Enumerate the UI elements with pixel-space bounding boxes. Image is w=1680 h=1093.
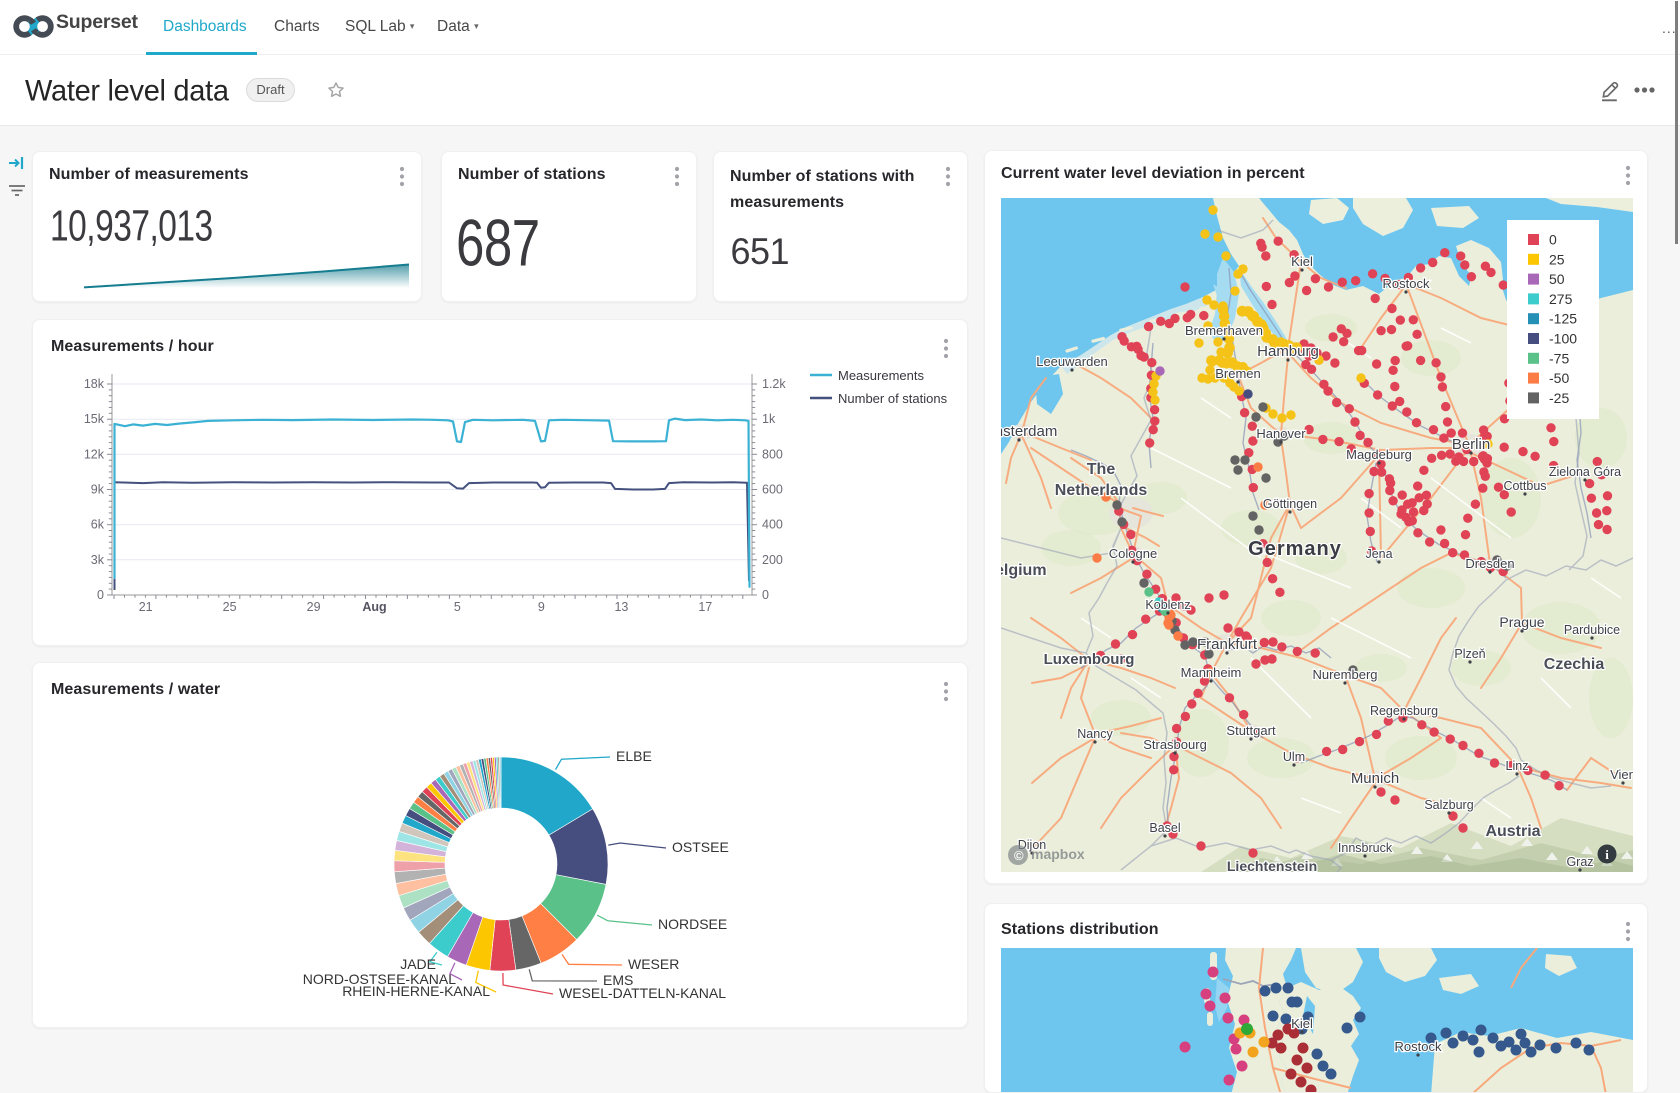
svg-text:Nuremberg: Nuremberg	[1312, 667, 1377, 682]
svg-text:Prague: Prague	[1499, 614, 1544, 630]
svg-text:Dresden: Dresden	[1465, 556, 1514, 571]
svg-text:Munich: Munich	[1351, 770, 1399, 787]
svg-text:Austria: Austria	[1485, 823, 1540, 840]
svg-text:Zielona Góra: Zielona Góra	[1549, 465, 1621, 479]
svg-text:Cologne: Cologne	[1109, 546, 1157, 561]
svg-text:25: 25	[223, 600, 237, 614]
svg-text:ELBE: ELBE	[616, 748, 652, 764]
svg-text:6k: 6k	[91, 518, 105, 532]
svg-text:Hamburg: Hamburg	[1257, 343, 1319, 360]
svg-text:Kiel: Kiel	[1291, 254, 1313, 269]
svg-text:15k: 15k	[84, 412, 105, 426]
svg-text:Linz: Linz	[1506, 759, 1529, 773]
svg-text:Koblenz: Koblenz	[1145, 598, 1190, 612]
svg-text:0: 0	[97, 588, 104, 602]
svg-text:Number of stations: Number of stations	[838, 391, 948, 406]
svg-text:Bremen: Bremen	[1215, 366, 1261, 381]
svg-text:Göttingen: Göttingen	[1263, 497, 1317, 511]
svg-text:Ulm: Ulm	[1283, 750, 1305, 764]
svg-text:-25: -25	[1549, 390, 1569, 406]
svg-text:12k: 12k	[84, 447, 105, 461]
svg-text:Liechtenstein: Liechtenstein	[1227, 858, 1317, 872]
svg-text:WESER: WESER	[628, 956, 679, 972]
svg-text:mapbox: mapbox	[1031, 846, 1085, 862]
svg-text:JADE: JADE	[400, 956, 436, 972]
svg-text:400: 400	[762, 518, 783, 532]
svg-text:Leeuwarden: Leeuwarden	[1036, 354, 1108, 369]
svg-text:Bremerhaven: Bremerhaven	[1185, 323, 1263, 338]
svg-text:Netherlands: Netherlands	[1055, 482, 1148, 499]
svg-text:9: 9	[538, 600, 545, 614]
svg-text:Regensburg: Regensburg	[1370, 704, 1438, 718]
svg-text:Belgium: Belgium	[1001, 562, 1047, 579]
svg-text:Strasbourg: Strasbourg	[1143, 737, 1207, 752]
svg-text:9k: 9k	[91, 483, 105, 497]
svg-text:Measurements: Measurements	[838, 368, 924, 383]
svg-text:i: i	[1605, 847, 1609, 862]
svg-text:Pardubice: Pardubice	[1564, 623, 1620, 637]
svg-text:0: 0	[762, 588, 769, 602]
svg-text:-75: -75	[1549, 350, 1569, 366]
svg-text:Salzburg: Salzburg	[1424, 798, 1473, 812]
svg-text:Nancy: Nancy	[1077, 727, 1113, 741]
svg-text:Stuttgart: Stuttgart	[1226, 723, 1276, 738]
svg-text:0: 0	[1549, 232, 1557, 248]
svg-text:-100: -100	[1549, 331, 1577, 347]
svg-text:NORD-OSTSEE-KANAL: NORD-OSTSEE-KANAL	[303, 971, 456, 987]
svg-text:25: 25	[1549, 251, 1565, 267]
svg-text:Mannheim: Mannheim	[1181, 665, 1242, 680]
svg-text:18k: 18k	[84, 377, 105, 391]
svg-text:Rostock: Rostock	[1383, 276, 1430, 291]
svg-text:Frankfurt: Frankfurt	[1197, 636, 1258, 653]
svg-text:13: 13	[614, 600, 628, 614]
svg-text:600: 600	[762, 483, 783, 497]
svg-text:OSTSEE: OSTSEE	[672, 839, 729, 855]
svg-text:-50: -50	[1549, 370, 1569, 386]
svg-text:Graz: Graz	[1566, 855, 1593, 869]
svg-text:©: ©	[1014, 848, 1024, 863]
svg-text:Jena: Jena	[1365, 547, 1392, 561]
svg-text:275: 275	[1549, 291, 1573, 307]
svg-text:Innsbruck: Innsbruck	[1338, 841, 1393, 855]
svg-text:800: 800	[762, 447, 783, 461]
svg-text:200: 200	[762, 553, 783, 567]
svg-text:Amsterdam: Amsterdam	[1001, 423, 1057, 440]
svg-text:Germany: Germany	[1248, 538, 1342, 560]
svg-text:1.2k: 1.2k	[762, 377, 786, 391]
svg-text:50: 50	[1549, 271, 1565, 287]
svg-text:1k: 1k	[762, 412, 776, 426]
svg-text:5: 5	[454, 600, 461, 614]
svg-text:Hanover: Hanover	[1256, 426, 1306, 441]
svg-text:3k: 3k	[91, 553, 105, 567]
svg-text:29: 29	[307, 600, 321, 614]
svg-text:NORDSEE: NORDSEE	[658, 916, 727, 932]
svg-text:-125: -125	[1549, 311, 1577, 327]
svg-text:Plzeň: Plzeň	[1454, 647, 1485, 661]
svg-text:Aug: Aug	[362, 600, 386, 614]
svg-text:WESEL-DATTELN-KANAL: WESEL-DATTELN-KANAL	[559, 985, 726, 1001]
svg-text:Luxembourg: Luxembourg	[1044, 651, 1135, 668]
svg-text:Czechia: Czechia	[1544, 656, 1605, 673]
svg-text:Rostock: Rostock	[1395, 1039, 1442, 1054]
svg-text:21: 21	[139, 600, 153, 614]
svg-text:Magdeburg: Magdeburg	[1346, 447, 1412, 462]
svg-text:Berlin: Berlin	[1452, 436, 1490, 453]
svg-text:Vien: Vien	[1610, 767, 1633, 782]
svg-text:Basel: Basel	[1149, 821, 1180, 835]
svg-text:17: 17	[698, 600, 712, 614]
svg-text:Kiel: Kiel	[1291, 1016, 1313, 1031]
svg-text:The: The	[1087, 461, 1116, 478]
svg-text:Cottbus: Cottbus	[1503, 479, 1546, 493]
